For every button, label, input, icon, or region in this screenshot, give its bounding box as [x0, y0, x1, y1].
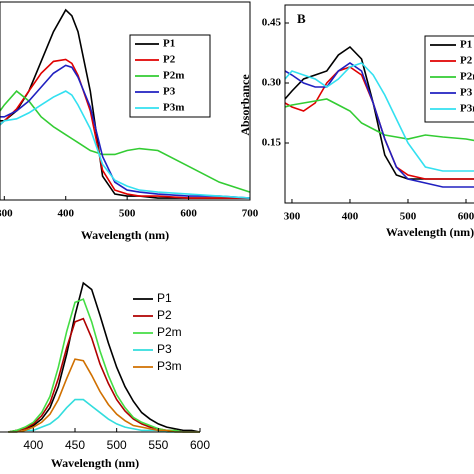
- legend-box: [424, 35, 474, 123]
- legend-label: P3m: [460, 103, 474, 115]
- series-line: [0, 89, 251, 193]
- y-tick-label: 0.45: [262, 17, 282, 29]
- x-axis-label: Wavelength (nm): [386, 225, 474, 239]
- series-line: [285, 62, 474, 172]
- series-line: [8, 281, 201, 433]
- legend-label: P2: [460, 55, 473, 67]
- x-tick-label: 600: [458, 211, 474, 223]
- x-tick-label: 550: [148, 438, 168, 452]
- x-tick-label: 300: [284, 211, 301, 223]
- x-tick-label: 450: [65, 438, 85, 452]
- x-tick-label: 700: [242, 208, 259, 220]
- plot-area: [0, 8, 251, 199]
- x-tick-label: 500: [107, 438, 127, 452]
- legend-label: P1: [163, 38, 175, 50]
- x-tick-label: 500: [119, 208, 136, 220]
- series-line: [0, 64, 251, 199]
- panel: 300 400 500 600 0.15 0.30 0.45 Wavelength (nm) A…: [238, 4, 474, 239]
- x-tick-label: 300: [0, 208, 13, 220]
- legend: P1 P2 P2m P3 P3m: [133, 291, 182, 373]
- legend-label: P3m: [157, 359, 182, 373]
- series-line: [0, 58, 250, 199]
- legend-label: P3: [157, 342, 172, 356]
- legend-label: P2m: [157, 325, 182, 339]
- legend-label: P2m: [460, 71, 474, 83]
- x-tick-label: 400: [23, 438, 43, 452]
- legend-label: P2: [157, 308, 172, 322]
- x-axis-label: Wavelength (nm): [81, 228, 169, 242]
- y-axis-label: Absorbance: [238, 74, 252, 136]
- panel: 300400500600700Wavelength (nm)P1P2P2mP3P…: [0, 1, 259, 242]
- panel-label: B: [297, 11, 306, 26]
- series-line: [0, 90, 251, 199]
- y-tick-label: 0.30: [262, 77, 282, 89]
- series-line: [0, 8, 250, 199]
- legend-label: P1: [157, 291, 172, 305]
- series-line: [8, 358, 200, 433]
- legend-label: P1: [460, 39, 472, 51]
- y-tick-label: 0.15: [262, 137, 282, 149]
- x-tick-label: 500: [400, 211, 417, 223]
- legend: P1 P2 P2m P3 P3m: [424, 35, 474, 123]
- legend-label: P3: [163, 86, 176, 98]
- x-axis-label: Wavelength (nm): [51, 456, 139, 470]
- x-tick-label: 600: [180, 208, 197, 220]
- x-tick-label: 400: [342, 211, 359, 223]
- series-line: [285, 98, 474, 142]
- plot-frame: [0, 1, 251, 201]
- plot-frame: [284, 4, 474, 204]
- series-line: [8, 398, 200, 433]
- legend-label: P3: [460, 87, 473, 99]
- x-tick-label: 600: [190, 438, 210, 452]
- legend-label: P3m: [163, 102, 184, 114]
- x-tick-label: 400: [57, 208, 74, 220]
- legend: P1 P2 P2m P3 P3m: [129, 34, 211, 118]
- plot-area: [285, 45, 474, 188]
- series-line: [285, 62, 474, 188]
- plot-area: [8, 281, 201, 433]
- legend-label: P2m: [163, 70, 184, 82]
- legend-label: P2: [163, 54, 176, 66]
